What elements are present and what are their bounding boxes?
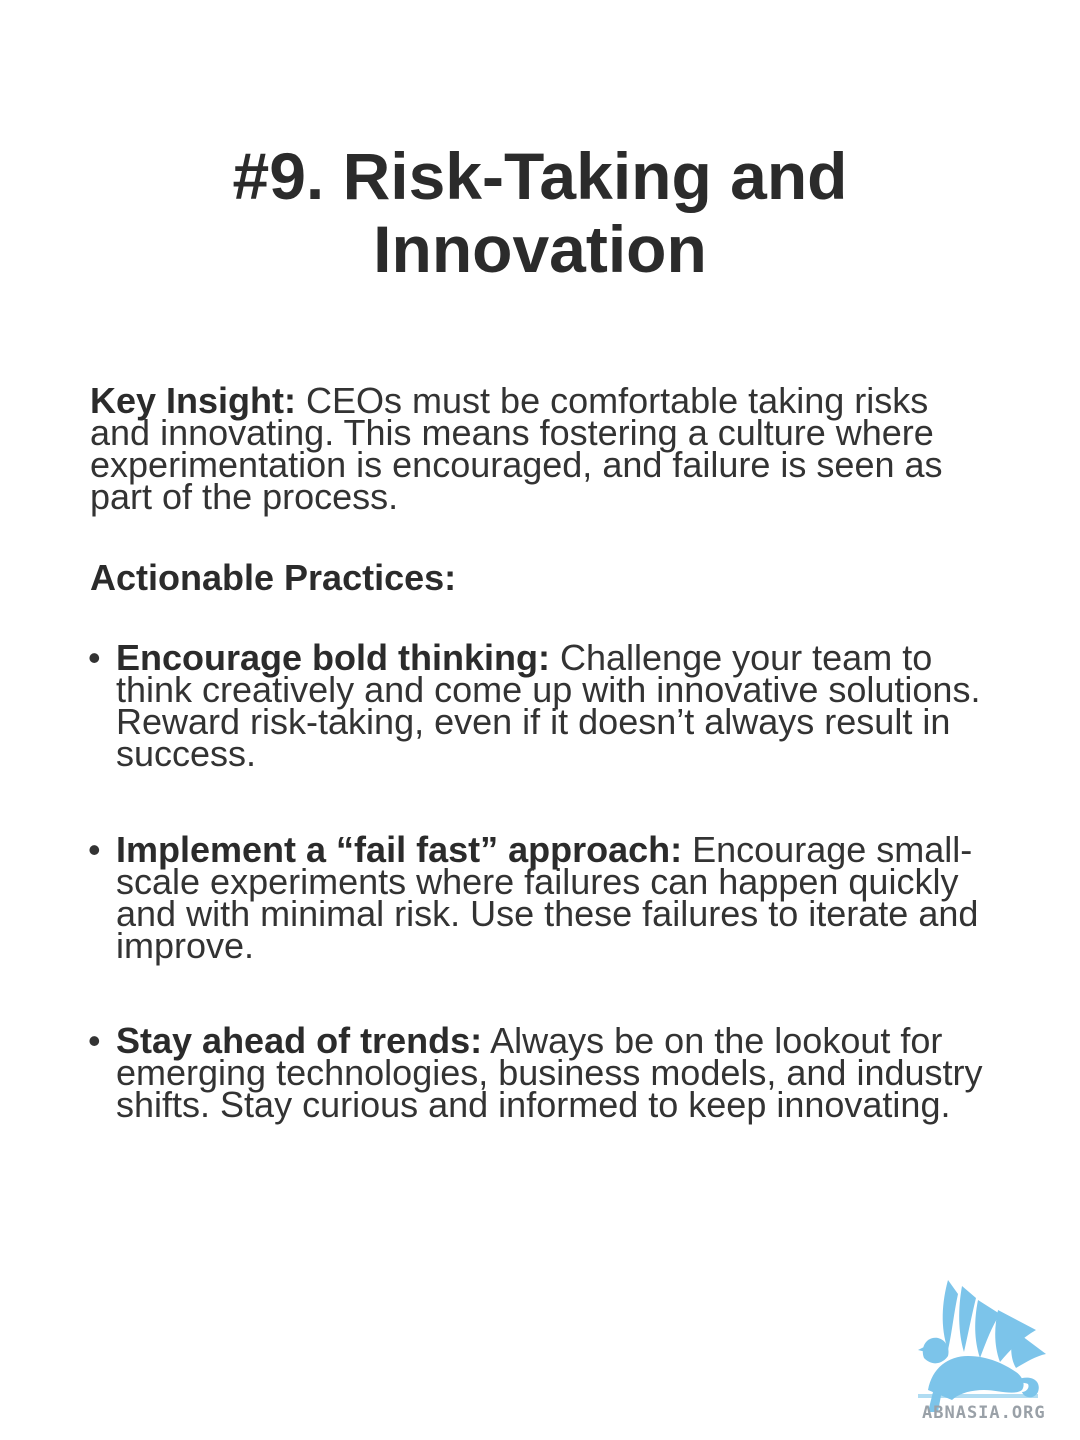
practices-heading: Actionable Practices: — [90, 557, 457, 598]
practice-description: Encourage small-scale experiments where … — [116, 829, 979, 966]
practice-label: Encourage bold thinking: — [116, 637, 550, 678]
key-insight-text: CEOs must be comfortable taking risks an… — [90, 380, 943, 517]
practice-description: Always be on the lookout for emerging te… — [116, 1020, 983, 1125]
logo-text: ABNASIA.ORG — [922, 1403, 1046, 1423]
page-title: #9. Risk-Taking and Innovation — [0, 140, 1080, 286]
practice-item: • Encourage bold thinking: Challenge you… — [88, 637, 990, 772]
key-insight-label: Key Insight: — [90, 380, 297, 421]
practice-item: • Stay ahead of trends: Always be on the… — [88, 1020, 990, 1123]
practice-description: Challenge your team to think creatively … — [116, 637, 981, 774]
title-line-1: #9. Risk-Taking and — [232, 139, 848, 213]
practice-label: Stay ahead of trends: — [116, 1020, 483, 1061]
bullet-icon: • — [88, 829, 101, 870]
practice-text: Implement a “fail fast” approach: Encour… — [116, 832, 990, 964]
griffin-logo-icon — [918, 1280, 1046, 1412]
bullet-icon: • — [88, 637, 101, 678]
title-line-2: Innovation — [373, 212, 707, 286]
practice-label: Implement a “fail fast” approach: — [116, 829, 683, 870]
key-insight-paragraph: Key Insight: CEOs must be comfortable ta… — [90, 383, 990, 515]
bullet-icon: • — [88, 1020, 101, 1061]
practice-text: Encourage bold thinking: Challenge your … — [116, 640, 990, 772]
practice-text: Stay ahead of trends: Always be on the l… — [116, 1023, 990, 1123]
practice-item: • Implement a “fail fast” approach: Enco… — [88, 829, 990, 964]
